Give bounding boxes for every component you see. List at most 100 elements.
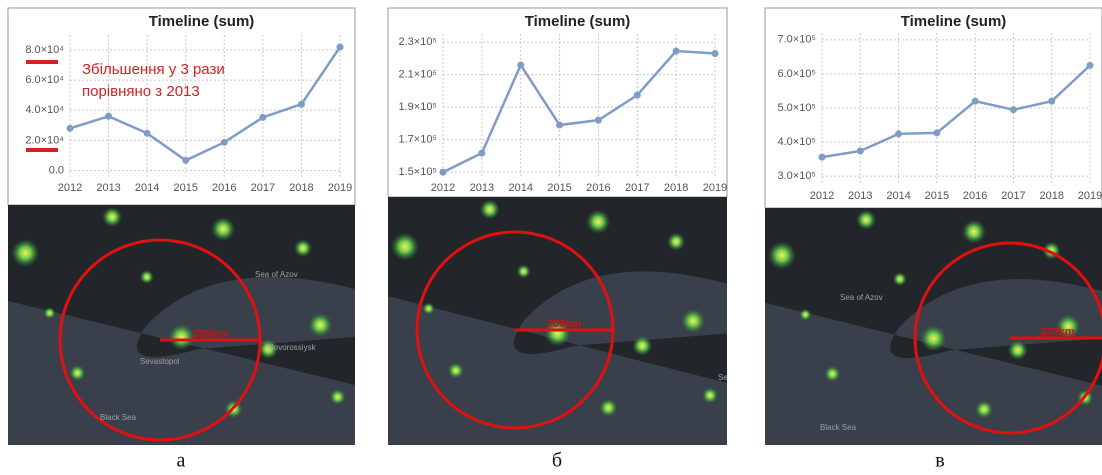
- y-tick-label: 2.1×10⁵: [398, 69, 437, 81]
- scale-label: 200km: [1040, 326, 1074, 338]
- point: [517, 62, 524, 69]
- x-tick-label: 2012: [810, 190, 834, 202]
- chart-title: Timeline (sum): [901, 13, 1007, 30]
- city-light: [391, 233, 419, 261]
- city-light: [44, 307, 56, 319]
- chart-title: Timeline (sum): [525, 13, 631, 30]
- city-light: [1008, 340, 1028, 360]
- city-light: [11, 239, 39, 267]
- point: [857, 147, 864, 154]
- y-tick-label: 4.0×10⁵: [777, 136, 816, 148]
- x-tick-label: 2019: [1078, 190, 1102, 202]
- city-light: [586, 210, 610, 234]
- map-label: Sea of Azov: [840, 293, 883, 302]
- city-light: [768, 241, 796, 269]
- city-light: [517, 264, 531, 278]
- y-tick-label: 2.0×10⁴: [25, 134, 64, 146]
- map-label: Black Sea: [100, 413, 137, 422]
- city-light: [211, 217, 235, 241]
- city-light: [824, 366, 840, 382]
- city-light: [632, 336, 652, 356]
- point: [673, 48, 680, 55]
- x-tick-label: 2016: [212, 182, 236, 194]
- point: [221, 139, 228, 146]
- point: [1048, 98, 1055, 105]
- point: [972, 98, 979, 105]
- y-tick-label: 5.0×10⁵: [777, 102, 816, 114]
- map: 200km Sea of Azov Black Sea: [765, 208, 1102, 445]
- y-tick-label: 2.3×10⁵: [398, 36, 437, 48]
- city-light: [921, 325, 947, 351]
- city-light: [667, 233, 685, 251]
- caption: а: [177, 450, 186, 472]
- caption: б: [552, 450, 562, 472]
- y-tick-label: 6.0×10⁵: [777, 68, 816, 80]
- city-light: [962, 220, 986, 244]
- map-label: Novorossiysk: [268, 343, 317, 352]
- x-tick-label: 2014: [886, 190, 910, 202]
- point: [1010, 106, 1017, 113]
- x-tick-label: 2018: [289, 182, 313, 194]
- point: [595, 117, 602, 124]
- x-tick-label: 2016: [963, 190, 987, 202]
- x-tick-label: 2017: [1001, 190, 1025, 202]
- point: [634, 92, 641, 99]
- x-tick-label: 2012: [58, 182, 82, 194]
- x-tick-label: 2013: [470, 182, 494, 194]
- city-light: [893, 272, 907, 286]
- city-light: [140, 270, 154, 284]
- point: [478, 150, 485, 157]
- x-tick-label: 2013: [96, 182, 120, 194]
- x-tick-label: 2015: [547, 182, 571, 194]
- map-label: Black Sea: [820, 423, 857, 432]
- point: [1087, 62, 1094, 69]
- map-label: Sea: [718, 373, 733, 382]
- x-tick-label: 2019: [703, 182, 727, 194]
- x-tick-label: 2015: [173, 182, 197, 194]
- figure: Timeline (sum)0.02.0×10⁴4.0×10⁴6.0×10⁴8.…: [0, 0, 1102, 475]
- y-tick-label: 1.7×10⁵: [398, 134, 437, 146]
- city-light: [480, 199, 500, 219]
- x-tick-label: 2014: [508, 182, 532, 194]
- point: [337, 44, 344, 51]
- city-light: [448, 363, 464, 379]
- city-light: [702, 387, 718, 403]
- city-light: [330, 389, 346, 405]
- city-light: [102, 207, 122, 227]
- x-tick-label: 2019: [328, 182, 352, 194]
- city-light: [599, 399, 617, 417]
- point: [105, 113, 112, 120]
- map-label: Sevastopol: [140, 357, 180, 366]
- scale-label: 200km: [547, 318, 581, 330]
- point: [259, 114, 266, 121]
- city-light: [681, 309, 705, 333]
- x-tick-label: 2015: [925, 190, 949, 202]
- y-tick-label: 7.0×10⁵: [777, 34, 816, 46]
- x-tick-label: 2012: [431, 182, 455, 194]
- chart-title: Timeline (sum): [149, 13, 255, 30]
- city-light: [169, 324, 195, 350]
- point: [298, 101, 305, 108]
- caption: в: [935, 450, 944, 472]
- point: [67, 125, 74, 132]
- city-light: [856, 210, 876, 230]
- point: [556, 122, 563, 129]
- point: [144, 130, 151, 137]
- scale-label: 200km: [193, 328, 227, 340]
- city-light: [423, 303, 435, 315]
- y-tick-label: 6.0×10⁴: [25, 74, 64, 86]
- point: [933, 129, 940, 136]
- x-tick-label: 2018: [664, 182, 688, 194]
- map-label: Sea of Azov: [255, 270, 298, 279]
- x-tick-label: 2018: [1039, 190, 1063, 202]
- y-tick-label: 0.0: [49, 164, 64, 176]
- city-light: [975, 400, 993, 418]
- y-tick-label: 1.5×10⁵: [398, 166, 437, 178]
- x-tick-label: 2016: [586, 182, 610, 194]
- map: 200km Sea of Azov Black Sea Sevastopol Novor…: [8, 205, 355, 445]
- x-tick-label: 2017: [251, 182, 275, 194]
- y-tick-label: 8.0×10⁴: [25, 44, 64, 56]
- annotation: Збільшення у 3 рази: [82, 61, 225, 78]
- city-light: [799, 309, 811, 321]
- point: [712, 50, 719, 57]
